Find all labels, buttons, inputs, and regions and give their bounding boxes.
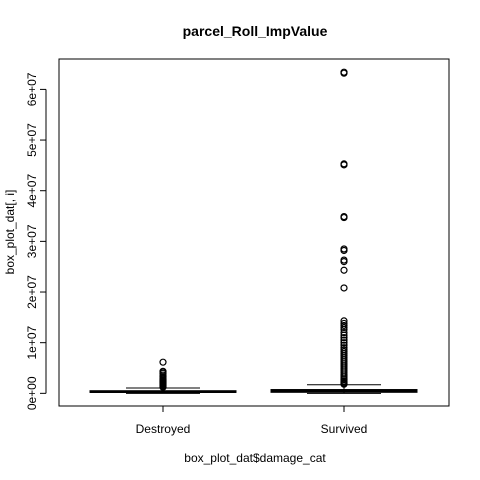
outlier-point <box>340 161 348 169</box>
outlier-point <box>340 380 348 388</box>
outlier-point <box>340 331 348 339</box>
x-axis-label: box_plot_dat$damage_cat <box>184 451 326 465</box>
chart-title: parcel_Roll_ImpValue <box>183 23 328 39</box>
outlier-point <box>340 321 348 330</box>
outlier-point <box>340 246 348 255</box>
boxes-group <box>89 68 418 394</box>
outlier-point <box>340 336 348 344</box>
y-tick-label: 2e+07 <box>25 275 39 309</box>
outlier-point <box>340 339 348 347</box>
outlier-point <box>340 323 348 332</box>
outlier-point <box>340 328 348 337</box>
outlier-point <box>340 258 348 266</box>
outlier-point <box>340 266 348 274</box>
y-tick-label: 6e+07 <box>25 72 39 106</box>
y-tick-label: 3e+07 <box>25 224 39 258</box>
x-axis: Destroyed Survived <box>136 405 368 436</box>
y-axis-label: box_plot_dat[, i] <box>3 190 17 275</box>
box-survived <box>270 68 418 394</box>
y-tick-label: 0e+00 <box>25 376 39 410</box>
outlier-point <box>159 358 167 366</box>
outlier-point <box>340 284 348 292</box>
outlier-point <box>340 69 348 77</box>
plot-frame <box>58 58 450 407</box>
y-tick-label: 5e+07 <box>25 123 39 157</box>
outlier-point <box>340 334 348 342</box>
x-tick-label: Destroyed <box>136 422 191 436</box>
box-destroyed <box>89 358 237 394</box>
y-axis: 0e+00 1e+07 2e+07 3e+07 4e+07 5e+07 6e+07 <box>25 72 47 410</box>
outlier-point <box>340 213 348 222</box>
y-tick-label: 4e+07 <box>25 174 39 208</box>
x-tick-label: Survived <box>321 422 368 436</box>
y-tick-label: 1e+07 <box>25 326 39 360</box>
outlier-point <box>159 383 167 391</box>
